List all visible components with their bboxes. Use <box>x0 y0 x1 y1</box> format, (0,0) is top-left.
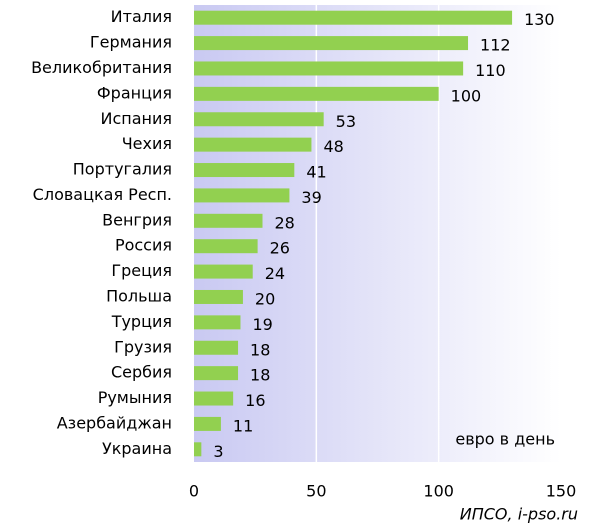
y-tick-label: Португалия <box>73 160 172 179</box>
value-label: 18 <box>250 366 270 385</box>
y-tick-label: Грузия <box>114 337 172 356</box>
bar <box>194 112 324 127</box>
value-label: 48 <box>323 137 343 156</box>
source: ИПСО, i-pso.ru <box>460 505 578 524</box>
value-label: 28 <box>275 213 295 232</box>
plot-area <box>194 5 561 462</box>
bar <box>194 36 469 51</box>
bar <box>194 10 513 25</box>
value-label: 24 <box>265 264 285 283</box>
x-tick-label: 100 <box>423 482 454 501</box>
value-label: 39 <box>301 188 321 207</box>
bar <box>194 416 221 431</box>
value-label: 16 <box>245 391 265 410</box>
y-tick-label: Азербайджан <box>57 413 172 432</box>
y-tick-label: Италия <box>111 7 172 26</box>
bar <box>194 86 439 101</box>
bar <box>194 239 258 254</box>
y-tick-label: Словацкая Респ. <box>33 185 172 204</box>
y-tick-label: Греция <box>111 261 172 280</box>
bar <box>194 366 239 381</box>
value-label: 20 <box>255 289 275 308</box>
value-label: 26 <box>270 239 290 258</box>
bar <box>194 391 234 406</box>
y-tick-label: Франция <box>97 83 172 102</box>
y-tick-label: Чехия <box>122 134 172 153</box>
bar <box>194 163 295 178</box>
x-tick-label: 50 <box>306 482 326 501</box>
bar <box>194 289 243 304</box>
value-label: 11 <box>233 416 253 435</box>
bar <box>194 340 239 355</box>
value-label: 18 <box>250 340 270 359</box>
annotation: евро в день <box>455 430 555 449</box>
value-label: 100 <box>451 86 482 105</box>
bar <box>194 137 312 152</box>
x-tick-label: 0 <box>189 482 199 501</box>
bar <box>194 442 202 457</box>
y-tick-label: Украина <box>102 439 172 458</box>
y-tick-label: Польша <box>106 286 172 305</box>
x-tick-label: 150 <box>546 482 577 501</box>
bar <box>194 264 253 279</box>
value-label: 112 <box>480 36 511 55</box>
value-label: 3 <box>213 442 223 461</box>
value-label: 19 <box>252 315 272 334</box>
value-label: 53 <box>336 112 356 131</box>
y-tick-label: Сербия <box>111 363 172 382</box>
y-tick-label: Испания <box>100 109 172 128</box>
bar <box>194 213 263 228</box>
bar <box>194 315 241 330</box>
y-tick-label: Германия <box>90 33 172 52</box>
y-tick-label: Россия <box>115 236 172 255</box>
y-tick-label: Румыния <box>98 388 172 407</box>
bar <box>194 61 464 76</box>
bar <box>194 188 290 203</box>
y-tick-label: Великобритания <box>31 58 172 77</box>
y-tick-label: Турция <box>111 312 172 331</box>
value-label: 130 <box>524 10 555 29</box>
y-tick-label: Венгрия <box>102 210 172 229</box>
value-label: 110 <box>475 61 506 80</box>
value-label: 41 <box>306 163 326 182</box>
